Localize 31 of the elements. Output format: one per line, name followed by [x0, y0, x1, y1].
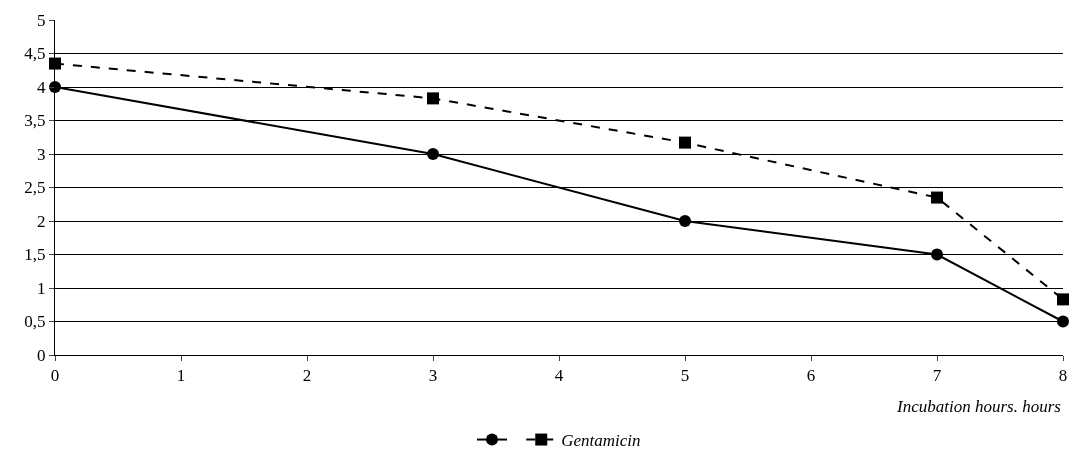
point	[427, 148, 439, 160]
y-tick-label: 2	[37, 211, 46, 231]
y-tick-label: 4,5	[24, 44, 46, 64]
x-tick-label: 4	[554, 366, 564, 386]
x-tick-label: 5	[680, 366, 690, 386]
y-tick-label: 3	[37, 144, 46, 164]
point	[1057, 293, 1069, 306]
point	[1057, 315, 1069, 328]
x-tick-label: 0	[50, 366, 60, 386]
y-tick-label: 4	[37, 77, 47, 97]
y-tick-label: 3,5	[24, 111, 46, 131]
x-tick-label: 7	[932, 366, 942, 386]
x-axis-title: Incubation hours. hours	[896, 397, 1062, 416]
y-tick-label: 2,5	[24, 178, 46, 198]
point	[679, 215, 691, 227]
legend-label: Gentamicin	[561, 431, 641, 451]
x-tick-label: 8	[1058, 366, 1068, 386]
x-tick-label: 6	[806, 366, 816, 386]
y-tick-label: 0	[37, 345, 46, 365]
point	[679, 136, 691, 149]
y-tick-label: 0,5	[24, 312, 46, 332]
x-tick-label: 1	[176, 366, 186, 386]
point	[427, 92, 439, 105]
x-tick-label: 3	[428, 366, 438, 386]
point	[931, 248, 943, 261]
y-tick-label: 1,5	[24, 245, 46, 265]
x-tick-label: 2	[302, 366, 312, 386]
point	[931, 191, 943, 204]
point	[49, 57, 61, 70]
y-tick-label: 1	[37, 278, 46, 298]
y-tick-label: 5	[37, 10, 46, 30]
